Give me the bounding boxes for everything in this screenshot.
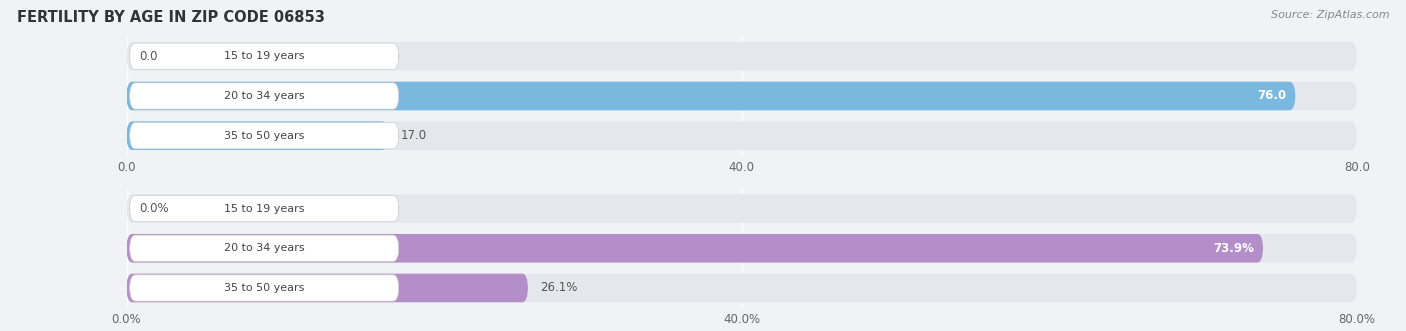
Text: FERTILITY BY AGE IN ZIP CODE 06853: FERTILITY BY AGE IN ZIP CODE 06853 (17, 10, 325, 25)
FancyBboxPatch shape (129, 195, 399, 222)
Text: 15 to 19 years: 15 to 19 years (224, 204, 305, 213)
Text: 17.0: 17.0 (401, 129, 426, 142)
FancyBboxPatch shape (127, 82, 1295, 110)
FancyBboxPatch shape (129, 275, 399, 301)
FancyBboxPatch shape (127, 42, 1357, 71)
FancyBboxPatch shape (129, 83, 399, 109)
Text: 26.1%: 26.1% (540, 281, 578, 295)
Text: 73.9%: 73.9% (1213, 242, 1254, 255)
FancyBboxPatch shape (127, 274, 527, 302)
FancyBboxPatch shape (127, 121, 388, 150)
Text: 15 to 19 years: 15 to 19 years (224, 51, 305, 61)
Text: 35 to 50 years: 35 to 50 years (224, 283, 304, 293)
Text: 20 to 34 years: 20 to 34 years (224, 91, 305, 101)
Text: 0.0%: 0.0% (139, 202, 169, 215)
Text: 20 to 34 years: 20 to 34 years (224, 243, 305, 253)
FancyBboxPatch shape (127, 82, 1357, 110)
Text: Source: ZipAtlas.com: Source: ZipAtlas.com (1271, 10, 1389, 20)
FancyBboxPatch shape (129, 235, 399, 261)
Text: 76.0: 76.0 (1257, 89, 1286, 103)
FancyBboxPatch shape (127, 121, 1357, 150)
FancyBboxPatch shape (127, 234, 1263, 262)
FancyBboxPatch shape (129, 122, 399, 149)
FancyBboxPatch shape (127, 234, 1357, 262)
Text: 35 to 50 years: 35 to 50 years (224, 131, 304, 141)
FancyBboxPatch shape (127, 274, 1357, 302)
FancyBboxPatch shape (129, 43, 399, 70)
Text: 0.0: 0.0 (139, 50, 157, 63)
FancyBboxPatch shape (127, 194, 1357, 223)
